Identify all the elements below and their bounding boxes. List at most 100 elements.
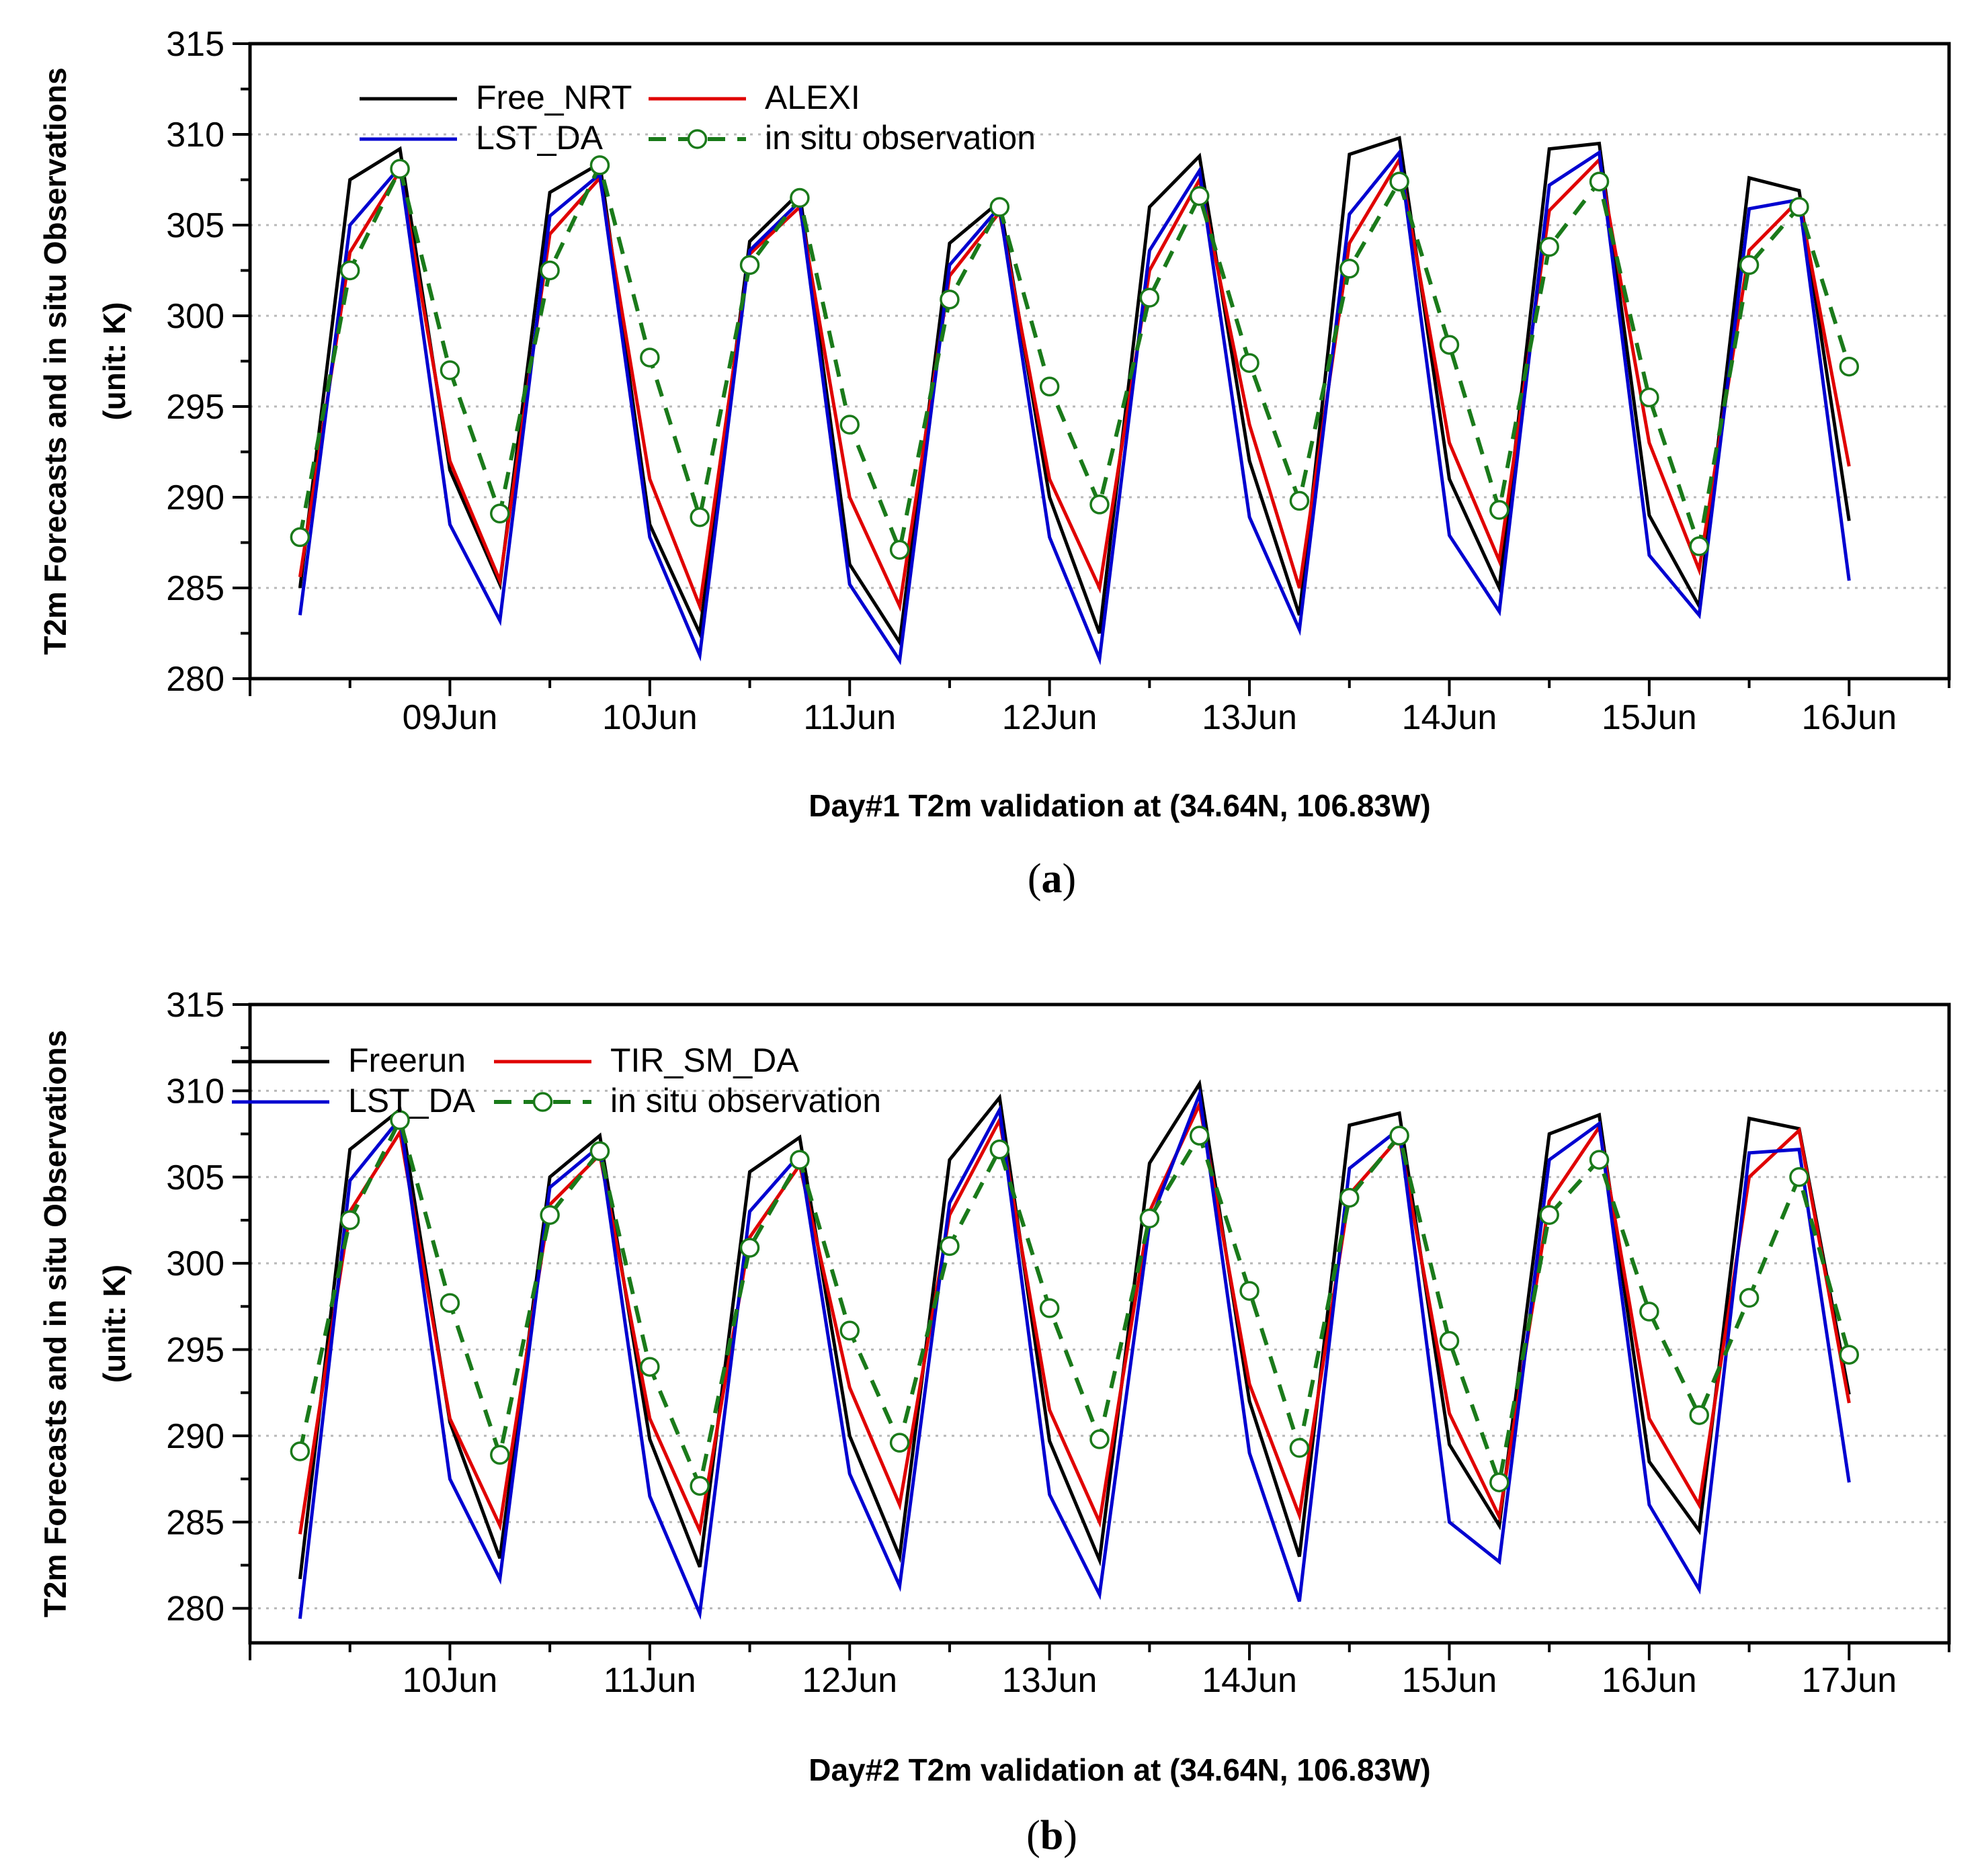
observation-marker xyxy=(940,1236,960,1256)
x-tick-label: 09Jun xyxy=(403,698,498,737)
y-tick-label: 295 xyxy=(166,388,224,427)
caption-open-paren: ( xyxy=(1028,856,1042,902)
observation-marker xyxy=(790,1150,810,1170)
y-tick-label: 305 xyxy=(166,206,224,245)
observation-marker xyxy=(290,527,311,548)
x-tick-label: 12Jun xyxy=(1002,698,1098,737)
caption-letter: b xyxy=(1040,1813,1063,1859)
observation-marker xyxy=(889,540,910,560)
legend-label-free: Freerun xyxy=(348,1041,466,1079)
observation-marker xyxy=(839,415,860,435)
observation-marker xyxy=(440,1293,460,1313)
series-line-free xyxy=(298,1079,1851,1580)
observation-marker xyxy=(889,1433,910,1453)
observation-marker xyxy=(1789,1167,1809,1187)
observation-marker xyxy=(1689,1405,1709,1425)
x-tick-label: 17Jun xyxy=(1801,1661,1897,1700)
y-axis-label-line1: T2m Forecasts and in situ Observations xyxy=(38,1030,73,1617)
observation-marker xyxy=(1189,186,1210,206)
observation-marker xyxy=(839,1320,860,1341)
observation-marker xyxy=(690,1476,710,1496)
observation-marker xyxy=(989,1139,1010,1160)
x-tick-label: 15Jun xyxy=(1402,1661,1497,1700)
observation-marker xyxy=(589,155,610,175)
observation-marker xyxy=(290,1441,311,1461)
observation-marker xyxy=(1089,495,1110,515)
observation-marker xyxy=(1589,1150,1610,1170)
x-tick-label: 16Jun xyxy=(1801,698,1897,737)
observation-marker xyxy=(1439,1330,1460,1351)
observation-marker xyxy=(1839,356,1860,377)
observation-marker xyxy=(540,260,560,281)
legend-label-lst: LST_DA xyxy=(476,119,604,157)
observation-marker xyxy=(1439,335,1460,355)
observation-marker xyxy=(739,255,760,275)
y-tick-label: 305 xyxy=(166,1158,224,1197)
observation-marker xyxy=(1639,387,1659,408)
x-tick-label: 11Jun xyxy=(604,1661,696,1700)
observation-marker xyxy=(1339,259,1360,279)
observation-marker xyxy=(940,289,960,310)
observation-marker xyxy=(1039,1298,1060,1318)
caption-close-paren: ) xyxy=(1063,856,1077,902)
y-tick-label: 310 xyxy=(166,116,224,155)
observation-marker xyxy=(1239,353,1259,373)
y-axis-label-line2: (unit: K) xyxy=(97,302,132,420)
x-tick-label: 16Jun xyxy=(1602,1661,1697,1700)
x-tick-label: 13Jun xyxy=(1002,1661,1098,1700)
y-tick-label: 315 xyxy=(166,25,224,64)
x-tick-label: 15Jun xyxy=(1602,698,1697,737)
y-tick-label: 315 xyxy=(166,986,224,1025)
observation-marker xyxy=(1489,1472,1510,1492)
observation-marker xyxy=(540,1205,560,1225)
panel-b-chart: 280 285 290 295 300 305 310 315 10Jun 11Jun 12Jun 1… xyxy=(38,986,1951,1859)
y-tick-label: 300 xyxy=(166,297,224,336)
observation-marker xyxy=(1389,171,1409,191)
observation-marker xyxy=(1739,255,1760,275)
legend-label-obs: in situ observation xyxy=(765,119,1036,157)
observation-marker xyxy=(690,507,710,527)
panel-a-chart: 280 285 290 295 300 305 310 315 09Jun 10Jun 11Jun 1… xyxy=(38,25,1951,902)
y-tick-label: 295 xyxy=(166,1331,224,1370)
y-tick-label: 280 xyxy=(166,1590,224,1629)
observation-marker xyxy=(1539,1205,1559,1225)
y-tick-label: 310 xyxy=(166,1072,224,1111)
observation-marker xyxy=(1339,1187,1360,1208)
observation-marker xyxy=(1189,1125,1210,1146)
panel-caption: (a) xyxy=(1028,856,1076,902)
x-tick-label: 14Jun xyxy=(1402,698,1497,737)
observation-marker xyxy=(1589,171,1610,191)
observation-marker xyxy=(490,1445,510,1465)
legend-label-free: Free_NRT xyxy=(476,79,632,116)
observation-marker xyxy=(1139,1208,1160,1229)
legend-marker-obs xyxy=(532,1092,553,1112)
legend-label-alexi: TIR_SM_DA xyxy=(610,1041,799,1079)
series-line-alexi xyxy=(298,1099,1851,1537)
series-line-free xyxy=(298,136,1851,648)
observation-marker xyxy=(1489,500,1510,520)
x-tick-label: 13Jun xyxy=(1202,698,1297,737)
y-tick-label: 285 xyxy=(166,569,224,608)
legend-marker-obs xyxy=(687,129,708,149)
observation-marker xyxy=(640,1357,660,1377)
caption-open-paren: ( xyxy=(1026,1813,1040,1859)
observation-marker xyxy=(1639,1302,1659,1322)
plot-frame xyxy=(248,1003,1951,1645)
observation-marker xyxy=(390,159,410,179)
y-tick-label: 285 xyxy=(166,1503,224,1542)
y-axis-label-line1: T2m Forecasts and in situ Observations xyxy=(38,67,73,654)
legend-label-lst: LST_DA xyxy=(348,1082,476,1119)
observation-marker xyxy=(339,1210,360,1230)
observation-marker xyxy=(1839,1345,1860,1365)
observation-marker xyxy=(1289,491,1310,511)
observation-marker xyxy=(1539,237,1559,257)
series-line-alexi xyxy=(298,155,1851,613)
observation-marker xyxy=(1089,1429,1110,1449)
observation-marker xyxy=(790,187,810,208)
observation-marker xyxy=(1039,376,1060,397)
x-tick-label: 12Jun xyxy=(802,1661,897,1700)
x-axis-label: Day#2 T2m validation at (34.64N, 106.83W… xyxy=(809,1752,1431,1787)
observation-marker xyxy=(1289,1438,1310,1458)
x-tick-label: 10Jun xyxy=(403,1661,498,1700)
